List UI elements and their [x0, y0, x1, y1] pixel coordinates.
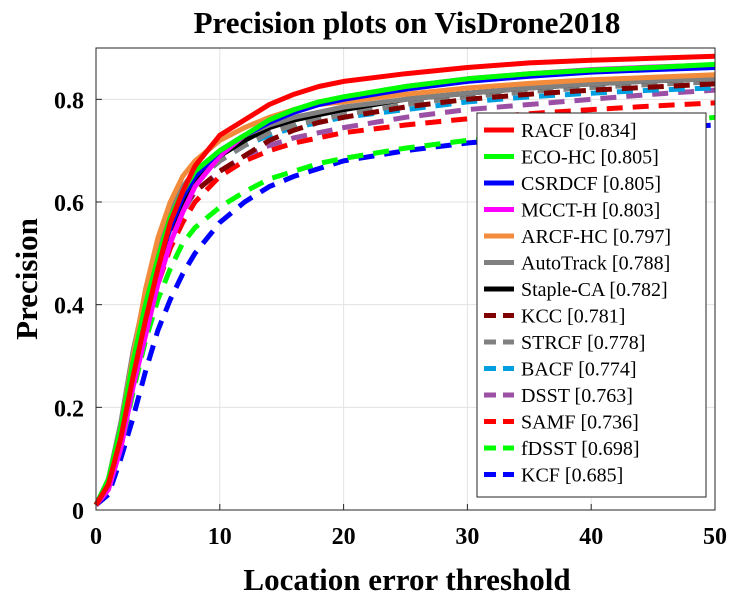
x-tick-label: 20 [332, 524, 356, 550]
y-tick-label: 0.8 [54, 88, 84, 114]
legend-label-autotrack: AutoTrack [0.788] [521, 253, 670, 275]
legend-label-eco-hc: ECO-HC [0.805] [521, 147, 659, 169]
y-tick-label: 0.6 [54, 191, 84, 217]
legend-box [476, 112, 707, 498]
plot-frame [95, 47, 716, 511]
legend-label-samf: SAMF [0.736] [521, 412, 639, 434]
series-line-kcf [94, 122, 716, 507]
series-line-eco-hc [93, 61, 716, 506]
series-line-racf [93, 53, 716, 507]
chart-title: Precision plots on VisDrone2018 [194, 5, 621, 40]
legend-label-racf: RACF [0.834] [521, 120, 637, 142]
y-tick-label: 0.4 [54, 294, 84, 320]
legend: RACF [0.834] ECO-HC [0.805] CSRDCF [0.805]… [476, 112, 707, 498]
y-tick-label: 0.2 [54, 396, 84, 422]
legend-label-fdsst: fDSST [0.698] [521, 438, 640, 460]
axis-ticks: 0 10 20 30 40 50 0 0.2 0.4 0.6 0.8 [54, 88, 727, 550]
legend-label-staple-ca: Staple-CA [0.782] [521, 279, 668, 301]
x-tick-label: 40 [579, 524, 603, 550]
legend-label-strcf: STRCF [0.778] [521, 332, 645, 354]
x-tick-label: 0 [90, 524, 102, 550]
y-axis-label: Precision [9, 218, 44, 340]
x-tick-label: 10 [208, 524, 232, 550]
y-tick-label: 0 [72, 499, 84, 525]
legend-label-dsst: DSST [0.763] [521, 385, 633, 407]
legend-label-arcf-hc: ARCF-HC [0.797] [521, 226, 671, 248]
legend-label-bacf: BACF [0.774] [521, 359, 637, 381]
legend-label-kcc: KCC [0.781] [521, 306, 625, 328]
x-axis-label: Location error threshold [243, 562, 570, 597]
x-tick-label: 30 [455, 524, 479, 550]
legend-label-kcf: KCF [0.685] [521, 465, 623, 487]
legend-label-mcct-h: MCCT-H [0.803] [521, 200, 660, 222]
legend-label-csrdcf: CSRDCF [0.805] [521, 173, 661, 195]
x-tick-label: 50 [703, 524, 727, 550]
